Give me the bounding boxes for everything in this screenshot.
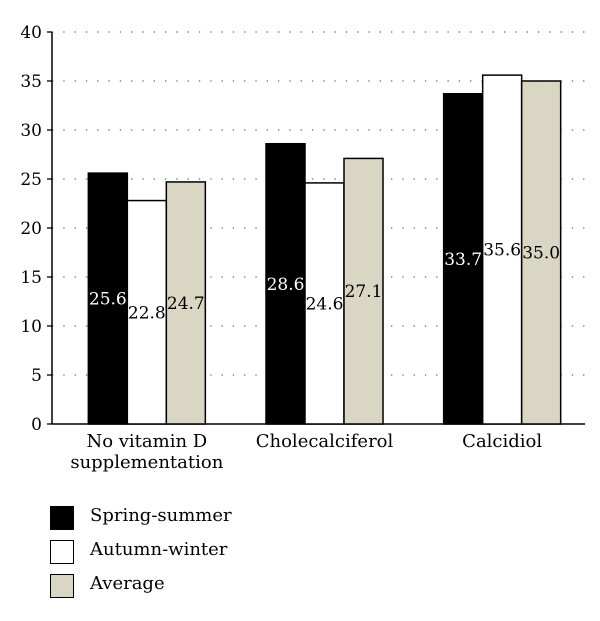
bar-average	[165, 181, 207, 425]
legend-label-average: Average	[90, 573, 165, 594]
bar-spring-summer	[87, 172, 129, 425]
y-tick-label: 30	[20, 121, 42, 141]
y-tick-label: 5	[31, 366, 42, 386]
bar-average	[343, 157, 384, 425]
bar-average	[520, 80, 562, 425]
x-tick-label: supplementation	[70, 452, 223, 473]
data-label: 27.1	[345, 282, 383, 302]
y-tick-label: 40	[20, 23, 42, 43]
data-label: 25.6	[89, 290, 127, 310]
bar-spring-summer	[442, 92, 484, 425]
legend-label-autumn-winter: Autumn-winter	[90, 539, 228, 560]
x-tick-label: Cholecalciferol	[256, 431, 394, 452]
bar-spring-summer	[265, 142, 306, 425]
legend-swatch-autumn-winter	[50, 540, 74, 564]
data-label: 35.6	[483, 241, 521, 261]
y-tick-label: 25	[20, 170, 42, 190]
data-label: 24.7	[167, 294, 205, 314]
data-label: 28.6	[267, 275, 305, 295]
data-label: 33.7	[444, 250, 482, 270]
legend-label-spring-summer: Spring-summer	[90, 505, 232, 526]
legend-swatch-average	[50, 574, 74, 598]
bar-chart: 0 5 10 15 20 25 30 35 40 25.622.8 24.7 No vitamin D…	[20, 23, 585, 473]
y-tick-label: 15	[20, 268, 42, 288]
y-tick-label: 35	[20, 72, 42, 92]
y-tick-label: 0	[31, 415, 42, 435]
data-label: 22.8	[128, 303, 166, 323]
legend-swatch-spring-summer	[50, 506, 74, 530]
x-tick-label: Calcidiol	[462, 431, 542, 452]
data-label: 24.6	[306, 294, 344, 314]
bar-autumn-winter	[126, 199, 168, 425]
bar-autumn-winter	[304, 182, 345, 425]
x-tick-label: No vitamin D	[86, 431, 207, 452]
y-tick-label: 20	[20, 219, 42, 239]
data-label: 35.0	[522, 244, 560, 264]
y-tick-label: 10	[20, 317, 42, 337]
